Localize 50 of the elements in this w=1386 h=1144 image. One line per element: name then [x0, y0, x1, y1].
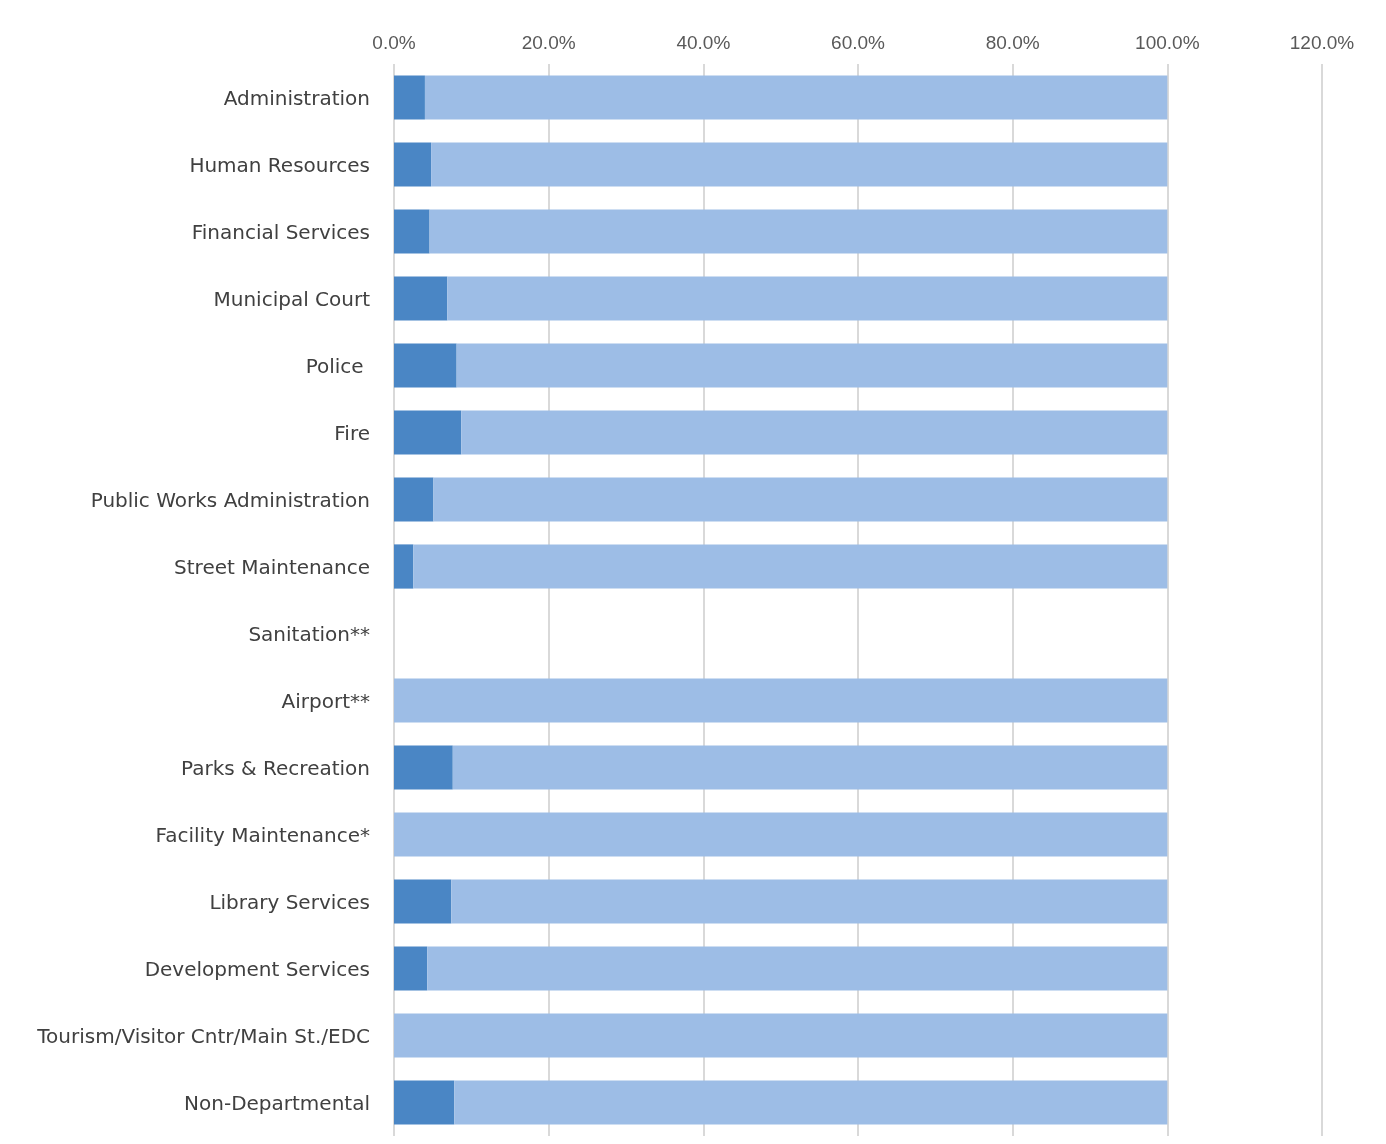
- y-tick-label: Fire: [334, 420, 370, 445]
- bar: [394, 477, 434, 522]
- y-tick-label: Street Maintenance: [174, 554, 370, 579]
- bar: [394, 745, 453, 790]
- bar: [394, 1080, 455, 1125]
- bar: [451, 879, 1168, 924]
- y-tick-label: Airport**: [281, 688, 370, 713]
- x-tick-label: 60.0%: [831, 32, 886, 53]
- bar: [456, 343, 1168, 388]
- bar: [394, 946, 428, 991]
- y-tick-label: Sanitation**: [248, 621, 370, 646]
- bar: [454, 1080, 1168, 1125]
- y-tick-label: Human Resources: [189, 152, 370, 177]
- y-tick-label: Development Services: [144, 956, 370, 981]
- x-tick-label: 80.0%: [985, 32, 1040, 53]
- bar: [452, 745, 1168, 790]
- bar: [394, 276, 448, 321]
- x-tick-label: 100.0%: [1135, 32, 1200, 53]
- x-tick-label: 120.0%: [1289, 32, 1355, 53]
- bar: [394, 544, 414, 589]
- y-tick-label: Municipal Court: [213, 286, 371, 311]
- bar: [424, 75, 1168, 120]
- y-tick-label: Administration: [223, 85, 370, 110]
- x-tick-label: 0.0%: [372, 32, 416, 53]
- bar: [394, 209, 430, 254]
- bar: [429, 209, 1168, 254]
- y-tick-label: Financial Services: [191, 219, 370, 244]
- y-tick-label: Non-Departmental: [184, 1090, 370, 1115]
- bar: [394, 879, 452, 924]
- y-tick-label: Tourism/Visitor Cntr/Main St./EDC: [36, 1023, 370, 1048]
- y-tick-label: Public Works Administration: [90, 487, 370, 512]
- bar: [394, 75, 425, 120]
- bar: [461, 410, 1168, 455]
- bar: [431, 142, 1168, 187]
- bar: [413, 544, 1168, 589]
- y-tick-label: Parks & Recreation: [181, 755, 370, 780]
- bar: [394, 812, 1168, 857]
- bar: [447, 276, 1168, 321]
- y-tick-label: Police: [305, 353, 370, 378]
- bar: [394, 678, 1168, 723]
- bar: [394, 343, 457, 388]
- bar: [394, 1013, 1168, 1058]
- bar: [394, 410, 462, 455]
- bar: [433, 477, 1168, 522]
- y-tick-label: Facility Maintenance*: [155, 822, 370, 847]
- bar: [394, 142, 432, 187]
- bar: [427, 946, 1168, 991]
- x-tick-label: 20.0%: [521, 32, 576, 53]
- x-tick-label: 40.0%: [676, 32, 731, 53]
- y-tick-label: Library Services: [209, 889, 370, 914]
